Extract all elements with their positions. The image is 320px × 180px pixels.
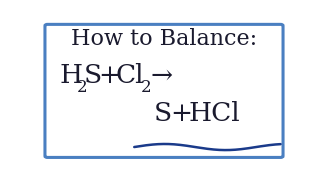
Text: S: S — [154, 101, 172, 126]
Text: HCl: HCl — [189, 101, 240, 126]
Text: 2: 2 — [77, 79, 87, 96]
Text: H: H — [60, 63, 83, 88]
Text: +: + — [98, 63, 120, 88]
Text: Cl: Cl — [116, 63, 144, 88]
Text: →: → — [150, 63, 172, 88]
FancyBboxPatch shape — [45, 24, 283, 158]
Text: How to Balance:: How to Balance: — [71, 28, 257, 50]
Text: +: + — [170, 101, 192, 126]
Text: 2: 2 — [140, 79, 151, 96]
Text: S: S — [84, 63, 101, 88]
